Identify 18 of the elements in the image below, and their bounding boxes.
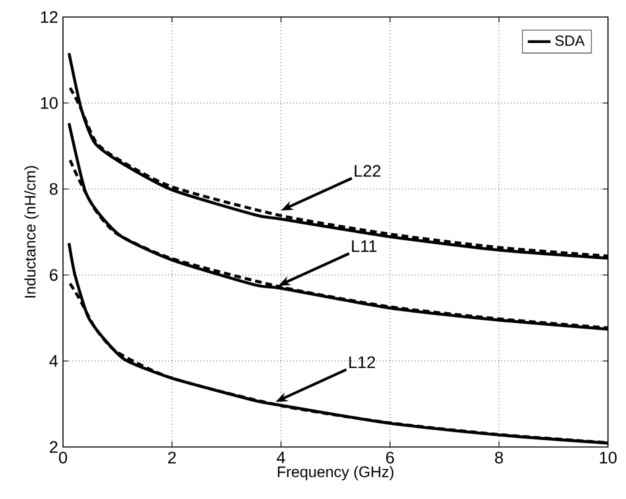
x-tick-label: 8 [495, 452, 503, 464]
legend-label: SDA [555, 36, 585, 46]
y-tick-label: 12 [41, 11, 58, 23]
y-tick-label: 2 [50, 441, 58, 453]
y-axis-title: Inductance (nH/cm) [24, 166, 39, 298]
annotation: L22 [354, 165, 380, 177]
x-tick-label: 0 [59, 452, 67, 464]
annotation: L12 [349, 356, 375, 368]
y-tick-label: 10 [41, 97, 58, 109]
annotation: L11 [352, 240, 376, 252]
x-axis-title: Frequency (GHz) [278, 466, 394, 480]
y-tick-label: 4 [49, 355, 58, 367]
x-tick-label: 2 [168, 452, 176, 464]
y-tick-label: 6 [50, 269, 58, 281]
x-tick-label: 6 [386, 452, 394, 464]
x-tick-label: 10 [600, 452, 617, 464]
y-tick-label: 8 [50, 183, 58, 195]
x-tick-label: 4 [276, 452, 286, 464]
